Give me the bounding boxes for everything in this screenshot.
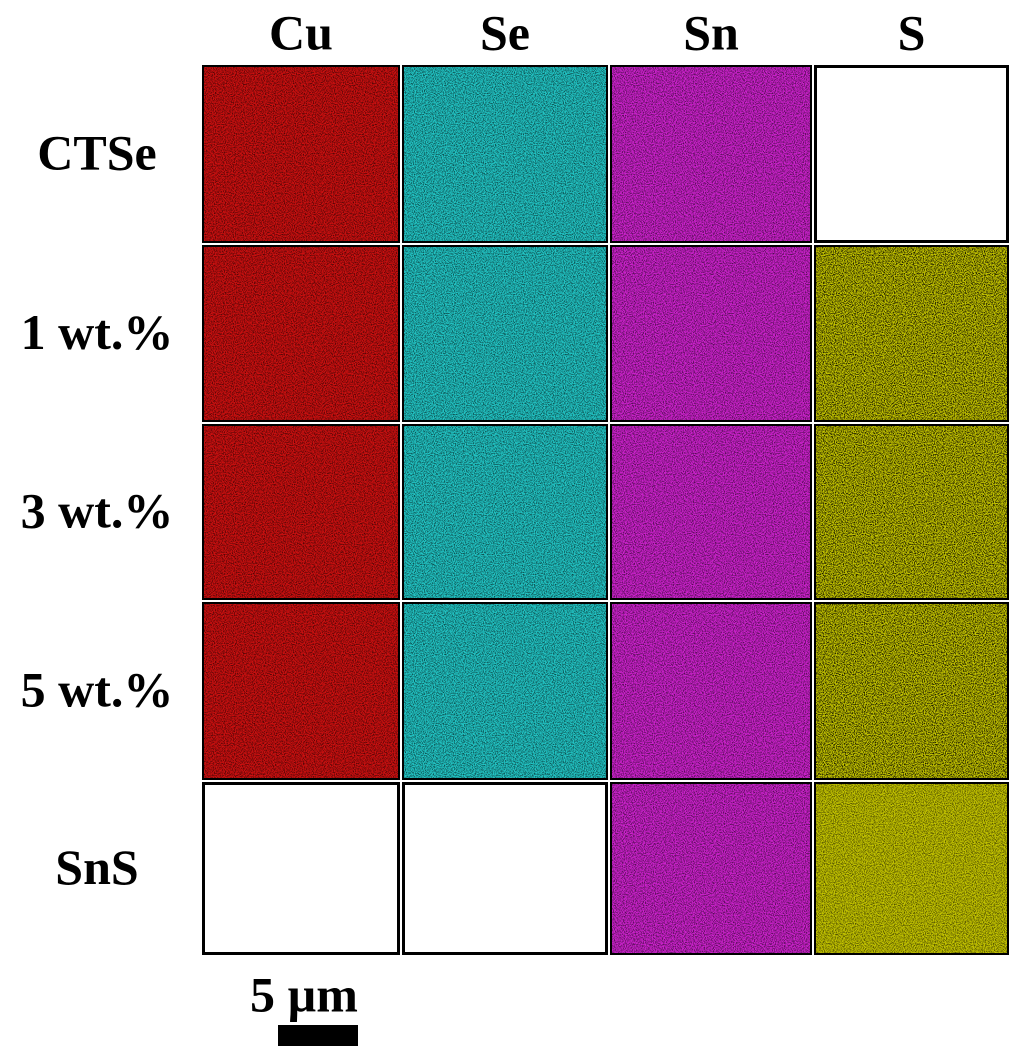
scale-label: 5 µm bbox=[250, 966, 358, 1022]
map-border bbox=[814, 245, 1009, 422]
map-border bbox=[814, 424, 1009, 600]
column-label: Sn bbox=[683, 4, 739, 60]
column-label: S bbox=[898, 4, 926, 60]
map-texture bbox=[610, 602, 812, 780]
row-label: 3 wt.% bbox=[21, 482, 174, 538]
map-texture bbox=[610, 424, 812, 600]
map-border bbox=[202, 424, 400, 600]
map-texture bbox=[814, 424, 1009, 600]
map-border bbox=[402, 602, 608, 780]
map-border bbox=[202, 602, 400, 780]
row-label: 1 wt.% bbox=[21, 304, 174, 360]
map-border bbox=[610, 424, 812, 600]
map-texture bbox=[202, 424, 400, 600]
map-texture bbox=[610, 65, 812, 243]
map-border bbox=[402, 65, 608, 243]
map-texture bbox=[814, 245, 1009, 422]
row-label: CTSe bbox=[37, 124, 156, 180]
map-border bbox=[202, 245, 400, 422]
scale-bar bbox=[278, 1025, 358, 1046]
column-label: Cu bbox=[269, 4, 333, 60]
map-texture bbox=[814, 782, 1009, 955]
map-border bbox=[610, 602, 812, 780]
map-texture bbox=[202, 602, 400, 780]
map-border bbox=[610, 782, 812, 955]
map-border bbox=[402, 424, 608, 600]
column-label: Se bbox=[480, 4, 530, 60]
map-border bbox=[814, 602, 1009, 780]
map-texture bbox=[610, 782, 812, 955]
map-texture bbox=[202, 65, 400, 243]
map-texture bbox=[402, 424, 608, 600]
row-label: 5 wt.% bbox=[21, 661, 174, 717]
map-texture bbox=[610, 245, 812, 422]
empty-map bbox=[814, 65, 1009, 243]
map-texture bbox=[814, 602, 1009, 780]
map-texture bbox=[402, 602, 608, 780]
map-texture bbox=[202, 245, 400, 422]
map-border bbox=[202, 65, 400, 243]
map-texture bbox=[402, 65, 608, 243]
map-border bbox=[610, 245, 812, 422]
map-border bbox=[402, 245, 608, 422]
map-border bbox=[814, 782, 1009, 955]
row-label: SnS bbox=[55, 839, 138, 895]
map-texture bbox=[402, 245, 608, 422]
map-border bbox=[610, 65, 812, 243]
empty-map bbox=[202, 782, 400, 955]
empty-map bbox=[402, 782, 608, 955]
